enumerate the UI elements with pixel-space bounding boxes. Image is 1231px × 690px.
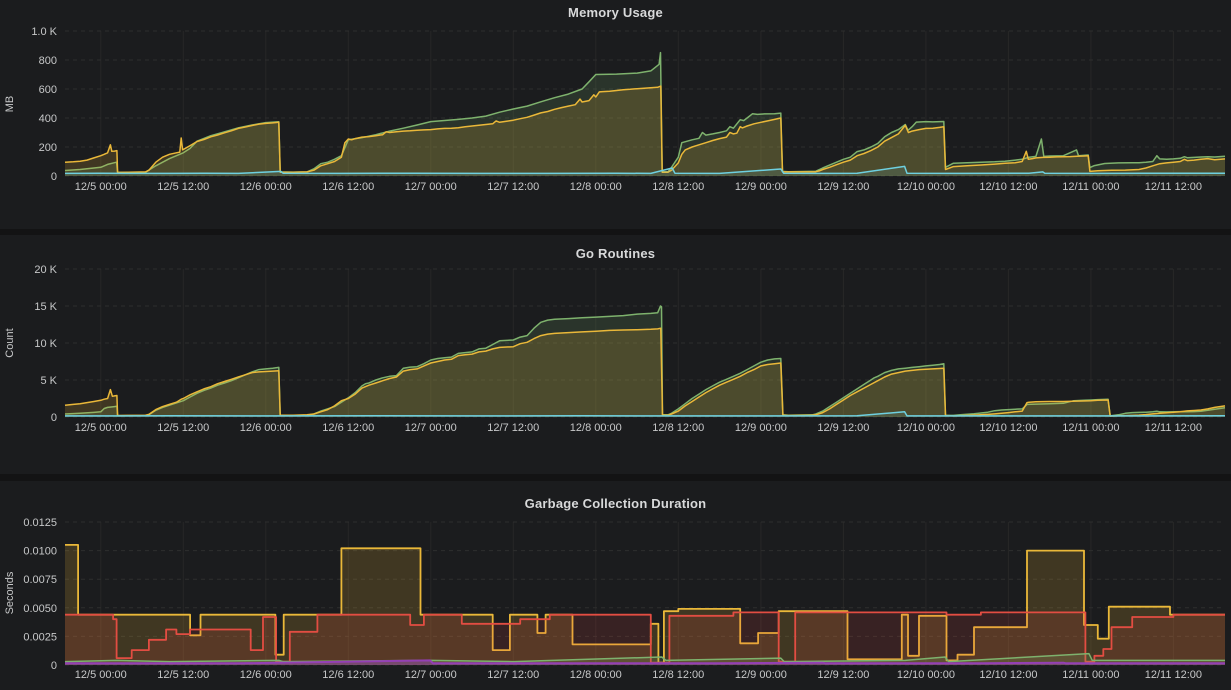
x-tick-label: 12/5 12:00 (157, 422, 209, 434)
panel-title-memory-usage[interactable]: Memory Usage (568, 5, 663, 20)
x-tick-label: 12/7 12:00 (487, 669, 539, 681)
gc-duration-chart[interactable]: 0 0.0025 0.0050 0.0075 0.0100 0.0125 12/5 00:0… (0, 481, 1231, 690)
x-tick-label: 12/9 00:00 (735, 669, 787, 681)
series-area-gc-yellow (65, 544, 1225, 665)
x-tick-label: 12/6 12:00 (322, 422, 374, 434)
x-tick-label: 12/5 12:00 (157, 181, 209, 193)
x-tick-label: 12/5 12:00 (157, 669, 209, 681)
x-tick-label: 12/5 00:00 (75, 422, 127, 434)
x-tick-label: 12/6 00:00 (240, 669, 292, 681)
y-tick-label: 0.0100 (23, 546, 57, 558)
x-tick-label: 12/11 12:00 (1145, 422, 1202, 434)
x-tick-label: 12/11 00:00 (1062, 422, 1119, 434)
panel-gc-duration: Garbage Collection Duration Seconds 0 0.0… (0, 481, 1231, 690)
x-tick-label: 12/9 12:00 (817, 181, 869, 193)
series-line-memory-cyan (64, 165, 1225, 175)
x-tick-label: 12/10 12:00 (979, 422, 1037, 434)
x-tick-label: 12/8 00:00 (570, 422, 622, 434)
x-tick-label: 12/7 00:00 (405, 669, 457, 681)
y-tick-label: 20 K (34, 264, 57, 276)
x-tick-label: 12/6 00:00 (240, 422, 292, 434)
x-tick-label: 12/7 00:00 (405, 422, 457, 434)
x-tick-label: 12/6 12:00 (322, 181, 374, 193)
x-tick-label: 12/8 00:00 (570, 181, 622, 193)
panel-go-routines: Go Routines Count 0 5 K 10 K 15 K 20 K 12/5 0… (0, 235, 1231, 474)
y-tick-label: 0.0025 (23, 631, 57, 643)
series-line-memory-yellow (64, 85, 1226, 174)
x-tick-label: 12/10 12:00 (979, 669, 1037, 681)
series-area-gc-red (65, 612, 1225, 665)
x-tick-label: 12/7 00:00 (405, 181, 457, 193)
y-tick-label: 200 (39, 142, 57, 154)
y-tick-label: 0 (51, 660, 57, 672)
y-tick-label: 10 K (34, 338, 57, 350)
series-area-memory-green (65, 52, 1225, 176)
x-tick-label: 12/8 00:00 (570, 669, 622, 681)
x-tick-label: 12/10 00:00 (897, 181, 955, 193)
x-tick-label: 12/6 00:00 (240, 181, 292, 193)
x-tick-label: 12/8 12:00 (652, 669, 704, 681)
go-routines-chart[interactable]: 0 5 K 10 K 15 K 20 K 12/5 00:00 12/5 12:00 12/6… (0, 235, 1231, 474)
series-line-gc-red (65, 611, 1225, 664)
panel-title-gc-duration[interactable]: Garbage Collection Duration (524, 496, 707, 511)
y-tick-label: 1.0 K (31, 26, 57, 38)
x-tick-label: 12/8 12:00 (652, 181, 704, 193)
x-tick-label: 12/11 12:00 (1145, 181, 1202, 193)
memory-usage-chart[interactable]: 0 200 400 600 800 1.0 K 12/5 00:00 12/5 12:00 12… (0, 0, 1231, 229)
x-tick-label: 12/9 00:00 (735, 181, 787, 193)
series-area-memory-yellow (65, 86, 1225, 176)
series-line-gc-green (64, 652, 1225, 663)
x-tick-label: 12/11 00:00 (1062, 181, 1119, 193)
y-tick-label: 0 (51, 412, 57, 424)
x-tick-label: 12/10 12:00 (979, 181, 1037, 193)
x-tick-label: 12/11 00:00 (1062, 669, 1119, 681)
y-tick-label: 0.0125 (23, 517, 57, 529)
y-tick-label: 800 (39, 55, 57, 67)
x-tick-label: 12/7 12:00 (487, 181, 539, 193)
panel-memory-usage: Memory Usage MB 0 200 400 600 800 1.0 K 12/5 0… (0, 0, 1231, 229)
x-tick-label: 12/6 12:00 (322, 669, 374, 681)
x-tick-label: 12/5 00:00 (75, 669, 127, 681)
y-tick-label: 0 (51, 171, 57, 183)
y-axis-label-count: Count (4, 328, 16, 358)
series-line-goroutines-yellow (64, 327, 1226, 417)
y-tick-label: 5 K (40, 375, 57, 387)
series-line-gc-purple (65, 659, 1225, 665)
series-line-goroutines-cyan (64, 411, 1226, 417)
x-tick-label: 12/9 12:00 (817, 669, 869, 681)
series-line-gc-yellow (65, 544, 1225, 664)
x-tick-label: 12/9 00:00 (735, 422, 787, 434)
panel-title-go-routines[interactable]: Go Routines (575, 246, 656, 261)
x-tick-label: 12/10 00:00 (897, 422, 955, 434)
y-tick-label: 0.0075 (23, 574, 57, 586)
x-tick-label: 12/5 00:00 (75, 181, 127, 193)
y-tick-label: 600 (39, 84, 57, 96)
series-area-goroutines-yellow (65, 328, 1225, 417)
y-tick-label: 15 K (34, 301, 57, 313)
x-tick-label: 12/8 12:00 (652, 422, 704, 434)
y-axis-label-seconds: Seconds (4, 571, 16, 615)
x-tick-label: 12/9 12:00 (817, 422, 869, 434)
y-tick-label: 0.0050 (23, 603, 57, 615)
series-area-goroutines-green (65, 306, 1225, 417)
x-tick-label: 12/10 00:00 (897, 669, 955, 681)
x-tick-label: 12/7 12:00 (487, 422, 539, 434)
y-axis-label-mb: MB (4, 95, 16, 113)
y-tick-label: 400 (39, 113, 57, 125)
x-tick-label: 12/11 12:00 (1145, 669, 1202, 681)
